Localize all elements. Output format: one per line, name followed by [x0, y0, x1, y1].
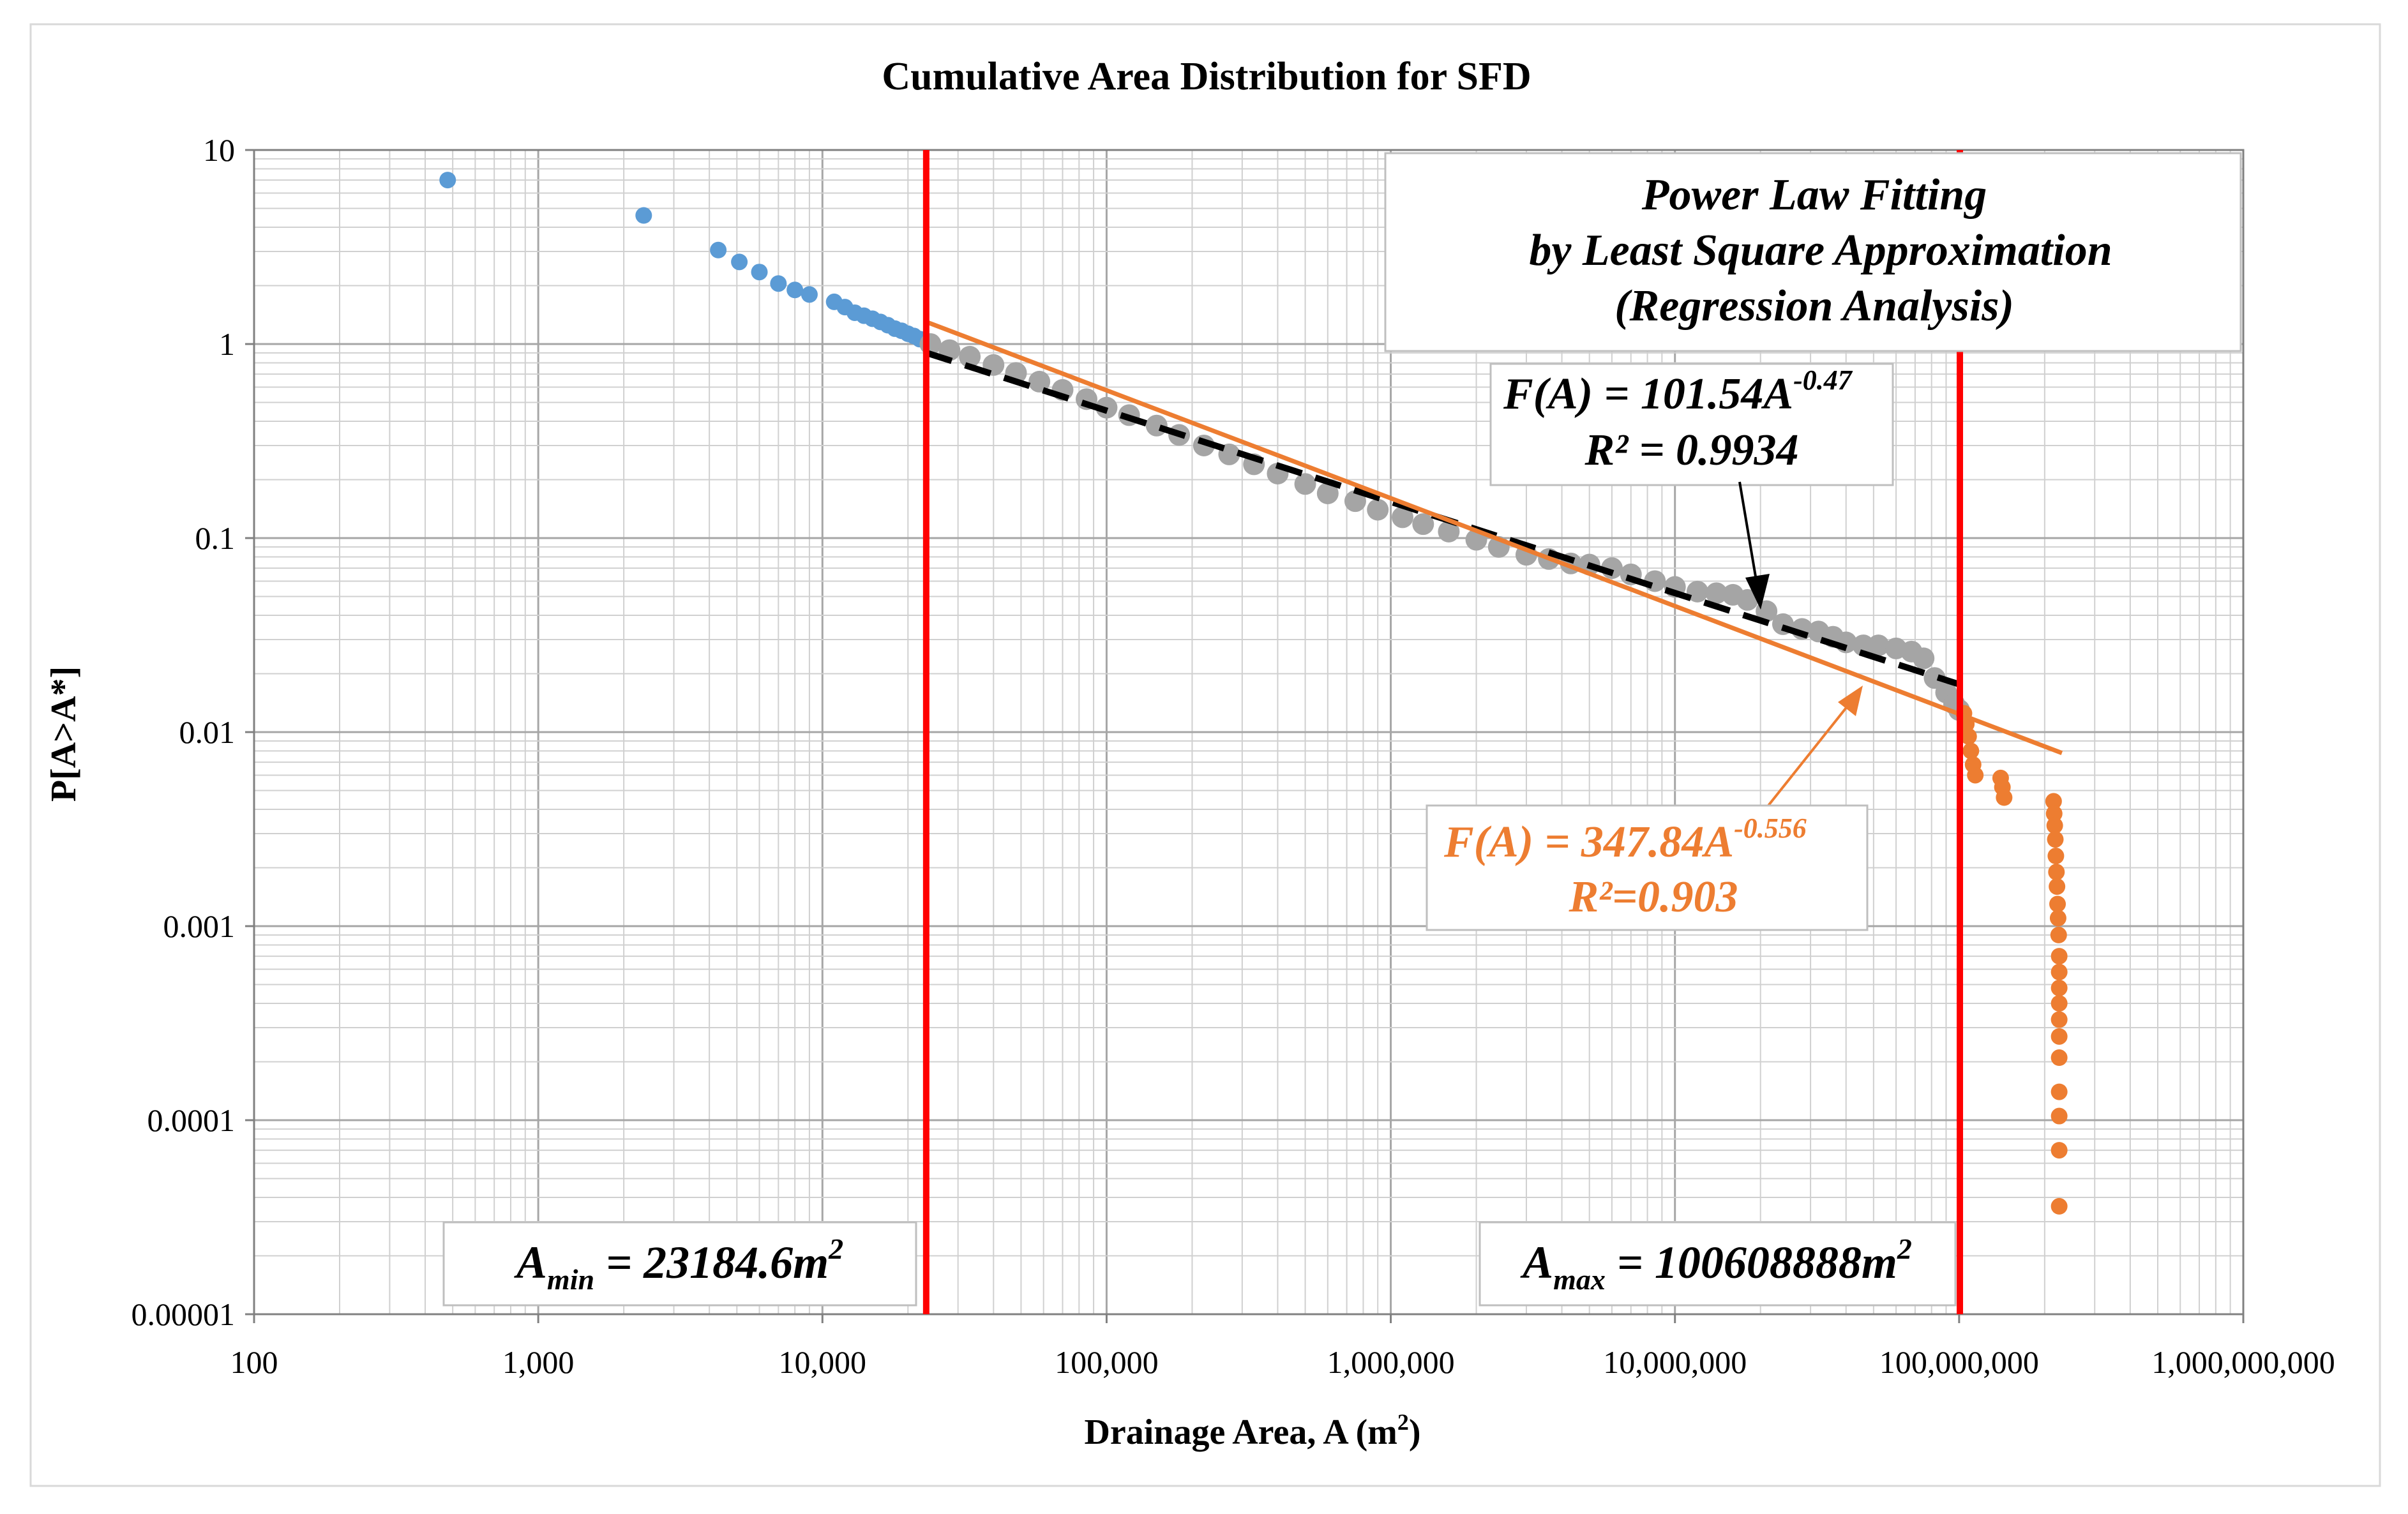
x-tick-label: 100: [230, 1344, 278, 1380]
y-tick-label: 0.0001: [147, 1102, 236, 1138]
method-line-2: by Least Square Approximation: [1529, 226, 2112, 275]
chart-title: Cumulative Area Distribution for SFD: [882, 55, 1531, 98]
data-point: [2045, 805, 2063, 822]
fit-black-arrowhead: [1745, 574, 1770, 610]
data-point: [1705, 582, 1727, 604]
amax-box: [1479, 1221, 1957, 1307]
y-tick-label: 0.001: [163, 908, 236, 944]
data-point: [1316, 482, 1339, 504]
data-point: [1967, 767, 1984, 784]
data-point: [2049, 910, 2066, 927]
data-point: [1852, 634, 1874, 657]
data-point: [2051, 948, 2068, 965]
method-line-3: (Regression Analysis): [1614, 281, 2014, 331]
fit-lines: [925, 319, 2063, 756]
data-points: [439, 172, 2068, 1215]
data-point: [635, 207, 652, 224]
amin-label: Amin = 23184.6m2: [514, 1233, 843, 1296]
fit-orange-r2: R²=0.903: [1568, 873, 1738, 922]
x-tick-label: 100,000,000: [1879, 1344, 2039, 1380]
x-tick-label: 10,000: [779, 1344, 867, 1380]
y-tick-label: 10: [203, 132, 235, 168]
data-point: [731, 253, 748, 271]
data-point: [1736, 588, 1759, 611]
data-point: [1028, 370, 1051, 393]
data-point: [2049, 878, 2066, 895]
y-axis-title: P[A>A*]: [44, 666, 84, 802]
data-point: [1686, 580, 1708, 603]
method-annotation: Power Law Fitting by Least Square Approx…: [1384, 152, 2242, 352]
fit-black-equation: F(A) = 101.54A-0.47: [1503, 364, 1853, 419]
data-point: [1412, 513, 1434, 536]
x-tick-label: 1,000,000,000: [2151, 1344, 2335, 1380]
data-point: [2051, 1197, 2068, 1215]
data-point: [1996, 789, 2013, 806]
data-point: [2051, 1142, 2068, 1159]
data-point: [2051, 994, 2068, 1012]
y-tick-label: 0.1: [195, 520, 236, 556]
data-point: [1344, 490, 1366, 513]
x-tick-label: 1,000,000: [1327, 1344, 1455, 1380]
data-point: [1867, 634, 1890, 657]
y-tick-label: 1: [219, 326, 235, 362]
y-tick-label: 0.01: [179, 714, 236, 750]
data-point: [2050, 926, 2067, 943]
fit-black-label-box: [1489, 363, 1894, 486]
data-point: [2051, 1011, 2068, 1028]
data-point: [1923, 667, 1946, 689]
fit-black-annotation: F(A) = 101.54A-0.47 R² = 0.9934: [1489, 363, 1894, 610]
data-point: [1367, 498, 1389, 521]
data-point: [2047, 831, 2064, 848]
data-point: [2051, 1107, 2068, 1125]
data-point: [2051, 979, 2068, 996]
data-point: [1391, 506, 1413, 528]
x-axis-title: Drainage Area, A (m2): [1084, 1409, 1420, 1452]
x-tick-label: 100,000: [1055, 1344, 1159, 1380]
fit-orange-label-box: [1426, 804, 1869, 931]
data-point: [2051, 963, 2068, 980]
data-point: [2051, 1083, 2068, 1100]
fit-black-arrow: [1738, 481, 1758, 585]
data-point: [770, 275, 787, 292]
amin-annotation: Amin = 23184.6m2: [442, 1221, 917, 1307]
data-point: [1960, 728, 1977, 745]
fit-black-r2: R² = 0.9934: [1584, 426, 1798, 475]
amax-label: Amax = 100608888m2: [1520, 1233, 1912, 1296]
fit-orange-equation: F(A) = 347.84A-0.556: [1443, 813, 1807, 867]
data-point: [439, 172, 456, 189]
chart-border: [29, 23, 2381, 1487]
data-point: [2045, 793, 2062, 810]
data-point: [2051, 1049, 2068, 1067]
data-point: [710, 241, 727, 259]
data-point: [1913, 647, 1935, 670]
x-tick-label: 10,000,000: [1603, 1344, 1747, 1380]
fit-orange-arrowhead: [1838, 686, 1863, 716]
data-point: [786, 281, 804, 299]
data-point: [1438, 520, 1460, 543]
data-point: [1294, 473, 1316, 495]
method-line-1: Power Law Fitting: [1641, 170, 1987, 220]
amin-box: [442, 1221, 917, 1307]
data-point: [1962, 742, 1980, 760]
amax-annotation: Amax = 100608888m2: [1479, 1221, 1957, 1307]
data-point: [751, 264, 768, 281]
data-point: [2047, 848, 2065, 865]
method-box: [1384, 152, 2242, 352]
x-tick-label: 1,000: [502, 1344, 575, 1380]
fit-orange-arrow: [1767, 704, 1849, 807]
data-point: [2049, 896, 2066, 913]
data-point: [2051, 1028, 2068, 1045]
data-point: [959, 345, 981, 368]
data-point: [2046, 817, 2063, 834]
fit-orange-annotation: F(A) = 347.84A-0.556 R²=0.903: [1426, 686, 1869, 931]
tick-labels: 100 1,000 10,000 100,000 1,000,000 10,000,000…: [132, 132, 2335, 1380]
data-point: [801, 286, 818, 303]
y-tick-label: 0.00001: [132, 1296, 236, 1332]
fit-line-orange: [925, 319, 2063, 756]
data-point: [1193, 434, 1215, 456]
data-point: [2048, 864, 2065, 881]
data-point: [1145, 414, 1168, 437]
